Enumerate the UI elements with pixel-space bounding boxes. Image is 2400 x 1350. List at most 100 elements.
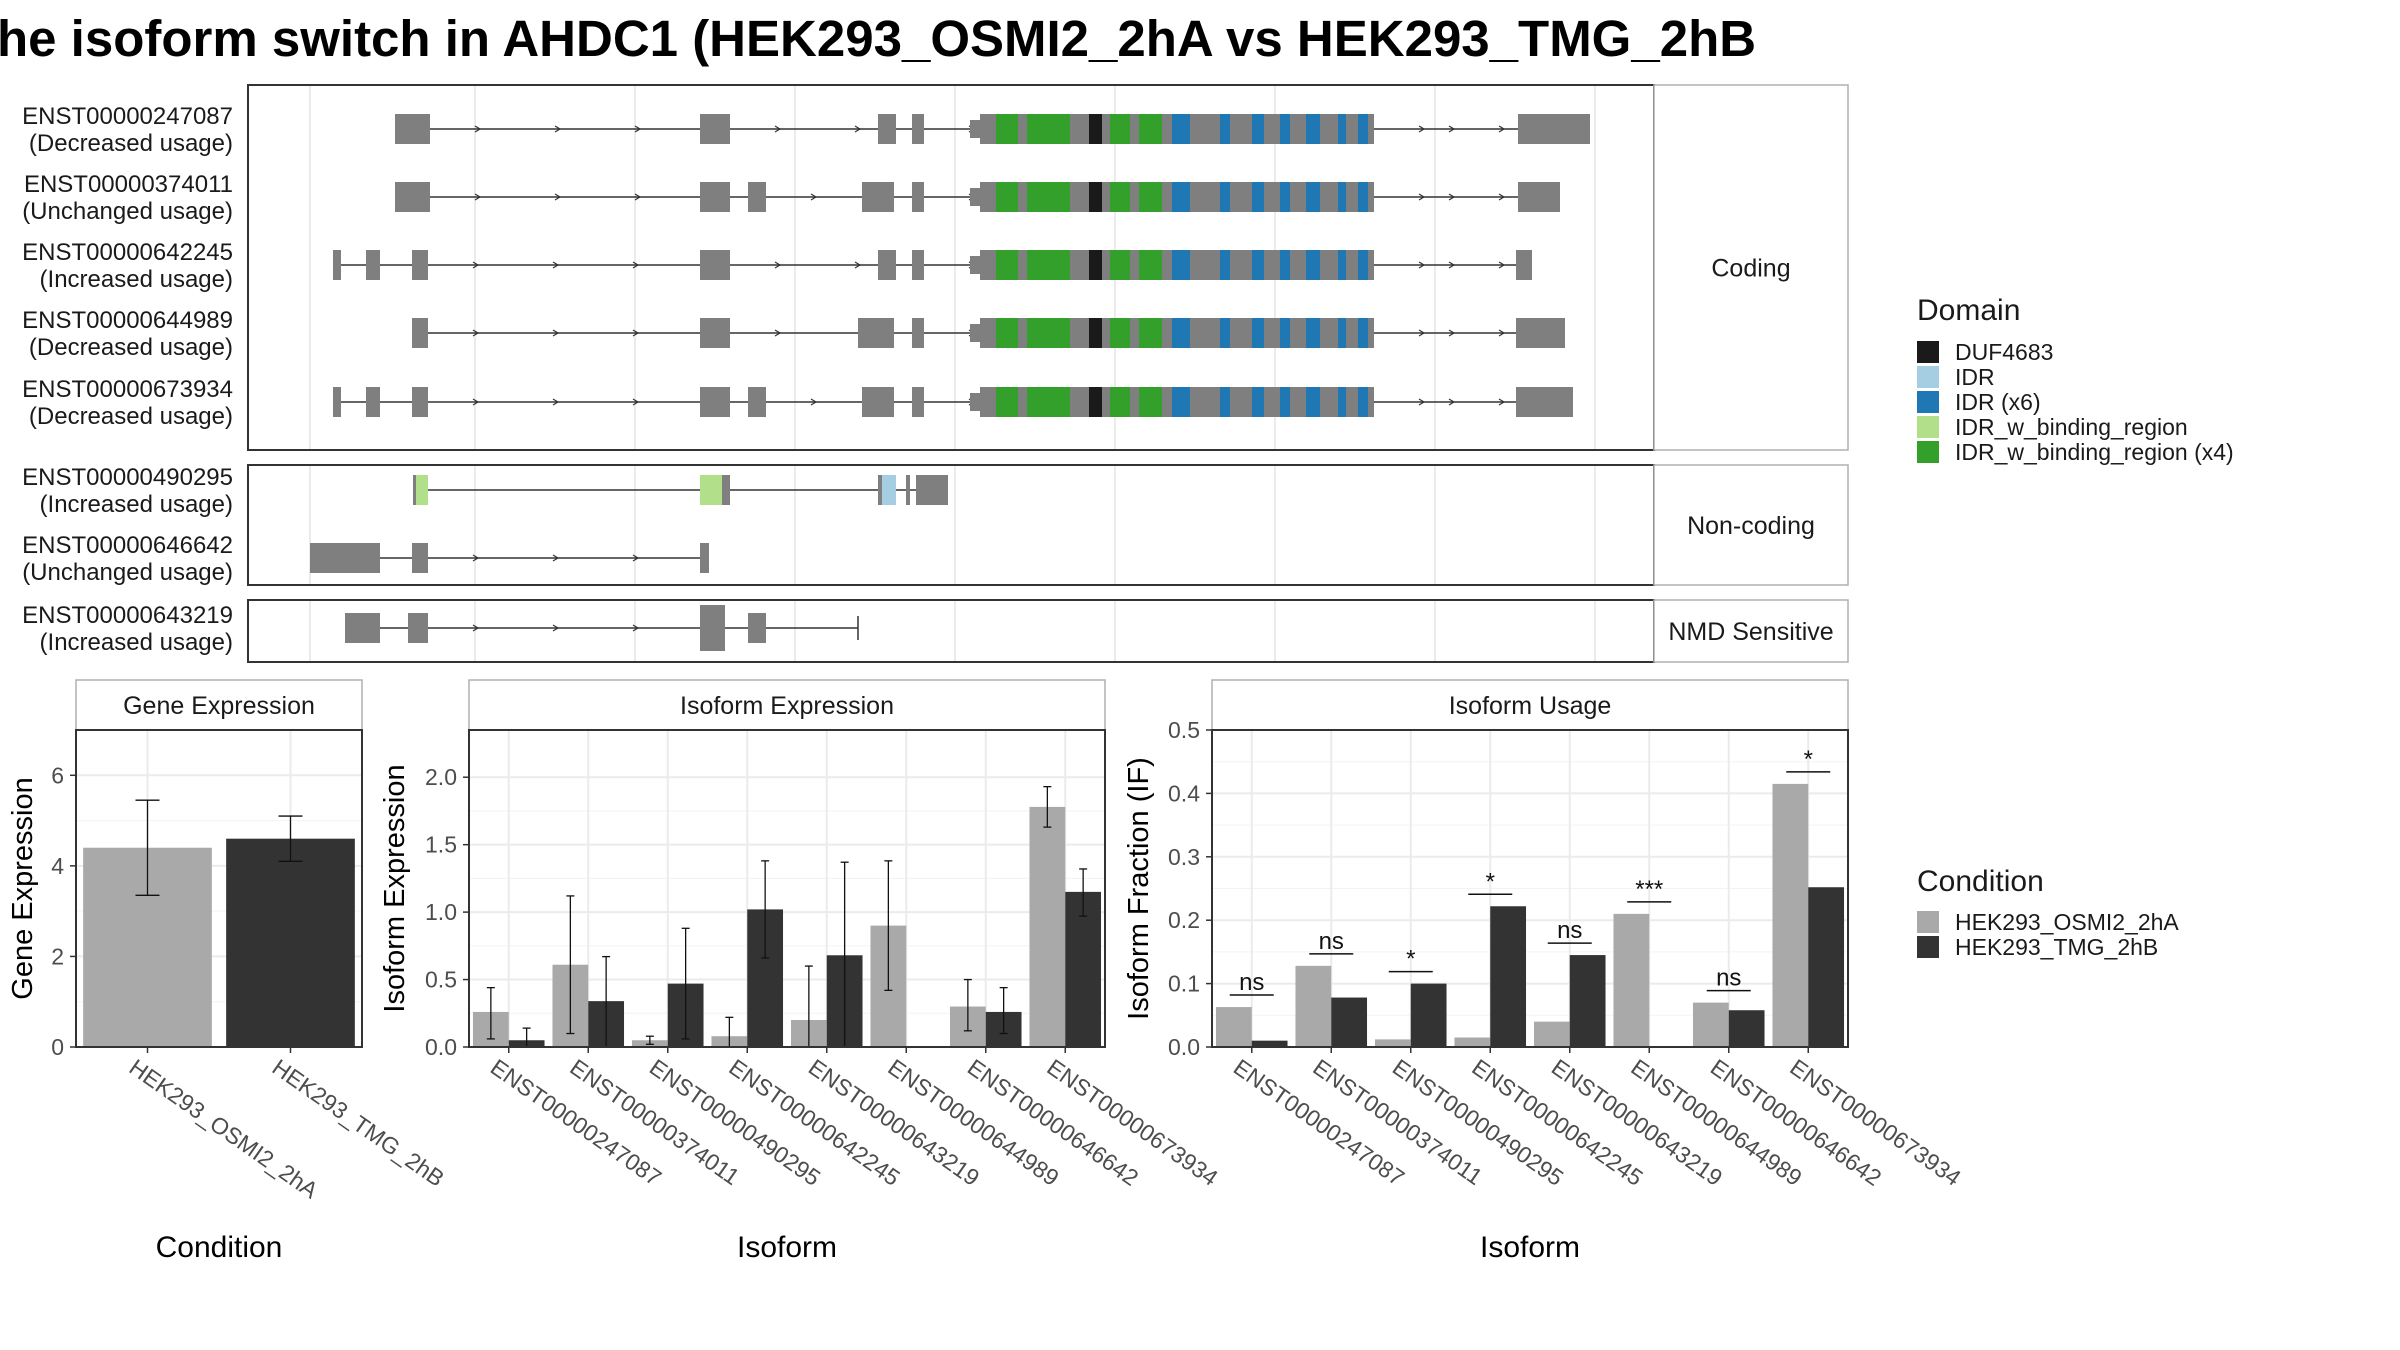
intron-arrow	[552, 398, 560, 406]
exon	[345, 613, 380, 643]
exon	[1516, 250, 1532, 280]
transcript-id-label: ENST00000642245	[22, 239, 233, 266]
domain-segment	[1162, 250, 1172, 280]
significance-label: *	[1804, 746, 1813, 773]
domain-segment	[1220, 250, 1230, 280]
intron-arrow	[1418, 125, 1426, 133]
domain-segment	[1290, 114, 1306, 144]
domain-segment	[1290, 182, 1306, 212]
domain-segment	[1346, 114, 1358, 144]
domain-segment	[1110, 250, 1130, 280]
domain-segment	[1130, 182, 1139, 212]
domain-segment	[1252, 250, 1264, 280]
panel-background	[248, 600, 1654, 662]
domain-segment	[980, 250, 996, 280]
intron-arrow	[810, 398, 818, 406]
domain-segment	[1280, 182, 1290, 212]
domain-segment	[1070, 318, 1089, 348]
exon	[748, 613, 766, 643]
domain-segment	[1089, 182, 1102, 212]
intron-arrow	[1448, 125, 1456, 133]
exon	[408, 613, 428, 643]
intron-arrow	[1448, 261, 1456, 269]
significance-label: ns	[1319, 928, 1344, 955]
domain-segment	[1264, 182, 1280, 212]
intron-arrow	[474, 193, 482, 201]
exon	[333, 387, 341, 417]
transcript-row: ENST00000374011(Unchanged usage)	[22, 171, 1560, 225]
domain-segment	[1320, 318, 1338, 348]
bar	[1374, 1039, 1411, 1047]
intron-arrow	[634, 193, 642, 201]
domain-segment	[996, 114, 1018, 144]
domain-segment	[1338, 387, 1346, 417]
bar	[1808, 887, 1845, 1047]
domain-segment	[996, 250, 1018, 280]
intron-arrow	[554, 125, 562, 133]
exon	[700, 114, 730, 144]
exon	[700, 543, 709, 573]
domain-segment	[1290, 318, 1306, 348]
bar	[1772, 783, 1809, 1047]
domain-segment	[1139, 318, 1162, 348]
exon	[366, 250, 380, 280]
bar	[1533, 1021, 1570, 1047]
domain-segment	[1172, 182, 1190, 212]
domain-segment	[1252, 114, 1264, 144]
intron-arrow	[634, 125, 642, 133]
intron-arrow	[472, 554, 480, 562]
domain-segment	[1162, 114, 1172, 144]
domain-segment	[1252, 387, 1264, 417]
domain-segment	[1139, 387, 1162, 417]
domain-segment	[1018, 114, 1027, 144]
domain-segment	[996, 318, 1018, 348]
panel-background	[248, 85, 1654, 450]
y-tick-label: 0.3	[1168, 844, 1200, 870]
exon-utr	[970, 256, 982, 274]
condition-legend-swatch	[1917, 911, 1939, 933]
domain-segment	[1346, 387, 1358, 417]
intron-arrow	[632, 329, 640, 337]
bar	[1215, 1007, 1252, 1047]
intron-arrow	[854, 125, 862, 133]
bar	[1490, 906, 1527, 1047]
domain-segment	[1018, 250, 1027, 280]
domain-segment	[1280, 387, 1290, 417]
exon-utr	[970, 120, 982, 138]
domain-segment	[1220, 114, 1230, 144]
domain-segment	[1220, 182, 1230, 212]
domain-legend-label: DUF4683	[1955, 339, 2053, 365]
domain-segment	[1070, 387, 1089, 417]
domain-segment	[1027, 182, 1070, 212]
domain-segment	[1358, 250, 1368, 280]
domain-segment	[700, 475, 722, 505]
domain-segment	[1230, 114, 1252, 144]
domain-segment	[1110, 387, 1130, 417]
intron-arrow	[854, 261, 862, 269]
intron-arrow	[552, 261, 560, 269]
domain-legend-label: IDR	[1955, 364, 1995, 390]
domain-segment	[1368, 114, 1374, 144]
domain-segment	[1110, 318, 1130, 348]
domain-segment	[1162, 387, 1172, 417]
y-tick-label: 6	[51, 762, 64, 788]
exon-utr	[970, 324, 982, 342]
facet-strip-label: Non-coding	[1687, 512, 1815, 540]
y-tick-label: 0.5	[1168, 717, 1200, 743]
exon	[912, 250, 924, 280]
transcript-usage-label: (Increased usage)	[40, 629, 233, 656]
domain-segment	[1139, 182, 1162, 212]
exon	[412, 318, 428, 348]
transcript-id-label: ENST00000673934	[22, 376, 233, 403]
intron-arrow	[1448, 398, 1456, 406]
domain-segment	[980, 114, 996, 144]
domain-segment	[1102, 114, 1110, 144]
domain-segment	[996, 182, 1018, 212]
domain-segment	[878, 475, 882, 505]
domain-segment	[996, 387, 1018, 417]
intron-arrow	[472, 261, 480, 269]
bar	[226, 838, 355, 1047]
domain-segment	[1320, 182, 1338, 212]
domain-segment	[1368, 182, 1374, 212]
